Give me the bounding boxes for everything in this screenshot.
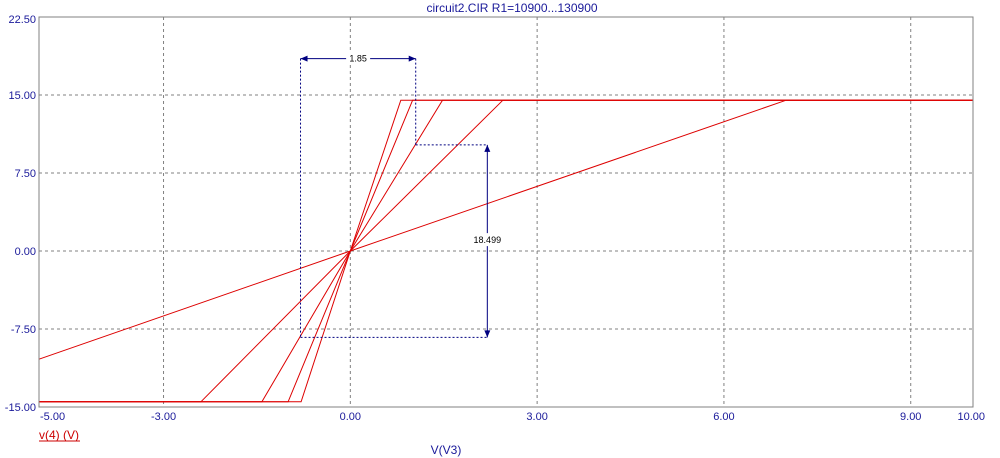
x-tick-label: -5.00 [40,411,65,423]
y-tick-label: 7.50 [15,168,36,180]
y-tick-label: 0.00 [15,246,36,258]
chart-title: circuit2.CIR R1=10900...130900 [426,1,597,15]
series-line [38,99,973,360]
measure-label-bg [469,233,506,247]
x-tick-label: 9.00 [900,411,921,423]
vertical-measure-label: 18.499 [474,235,502,245]
arrowhead-left [300,55,308,62]
y-tick-label: -15.00 [5,402,36,414]
x-tick-label: 6.00 [713,411,734,423]
arrowhead-right [408,55,416,62]
x-tick-label: 3.00 [526,411,547,423]
horizontal-measure-label: 1.85 [349,54,367,64]
x-tick-label: 10.00 [957,411,985,423]
grid [39,17,973,407]
arrowhead-top [484,144,491,152]
x-tick-label: -3.00 [151,411,176,423]
measure-label-bg [346,51,371,64]
annotations: 1.85 18.499 [300,51,506,338]
y-tick-label: -7.50 [11,324,36,336]
plot-frame [38,16,974,408]
tick-labels: -5.00 -3.00 0.00 3.00 6.00 9.00 10.00 22.50 15.0… [5,14,985,423]
legend-entry[interactable]: v(4) (V) [39,428,79,442]
y-tick-label: 15.00 [8,90,36,102]
traces [38,99,973,403]
y-tick-label: 22.50 [8,14,36,26]
x-tick-label: 0.00 [340,411,361,423]
x-axis-label: V(V3) [431,443,462,457]
arrowhead-bottom [484,330,491,338]
